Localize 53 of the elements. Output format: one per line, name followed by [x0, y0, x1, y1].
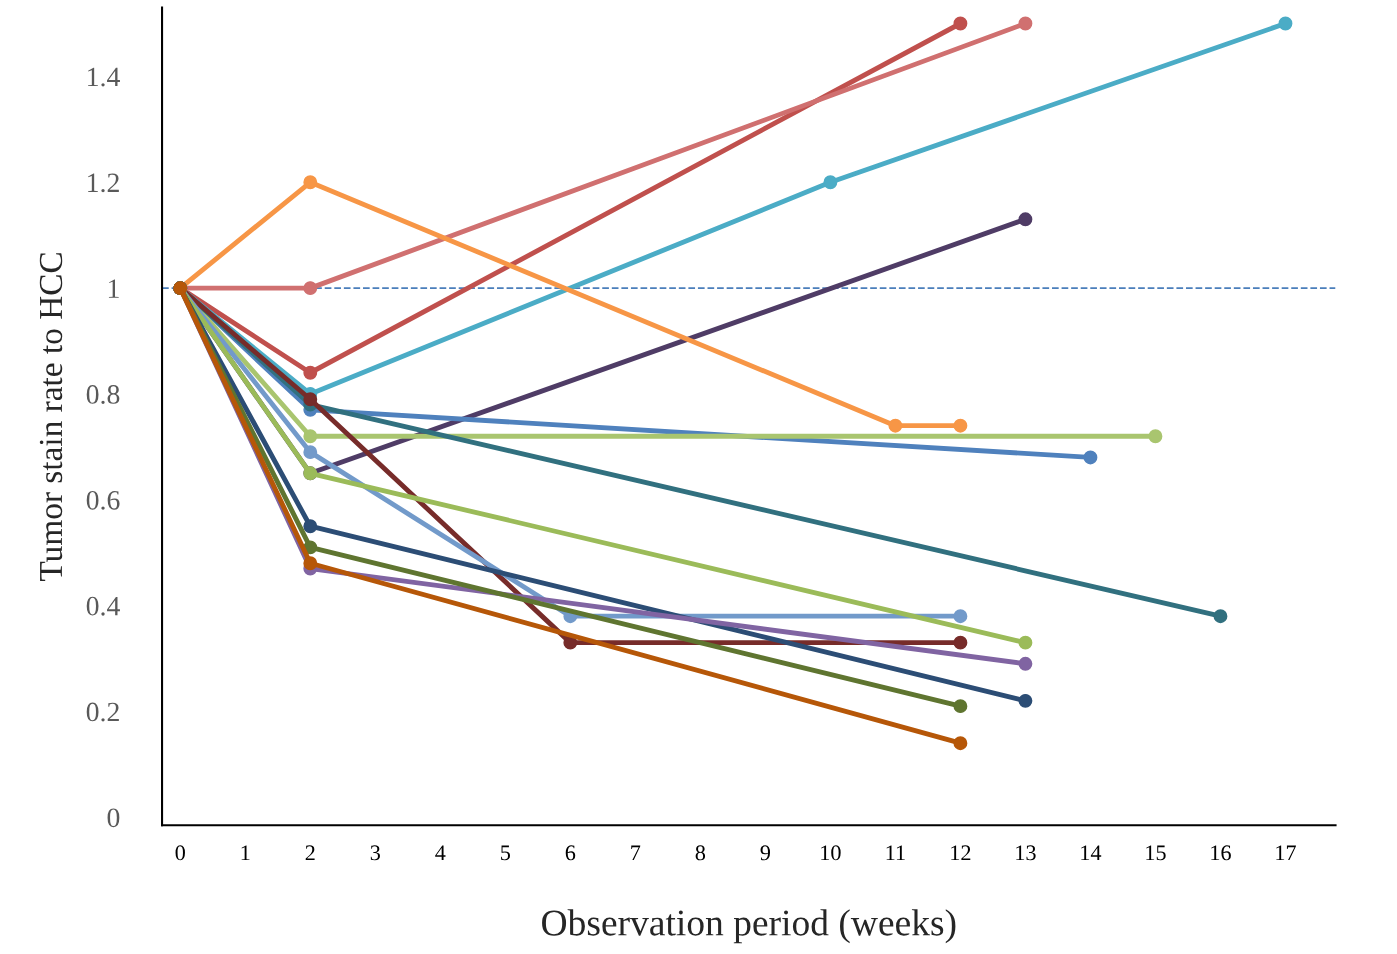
x-tick-label: 14 — [1081, 845, 1102, 861]
x-tick-label: 5 — [501, 845, 511, 861]
y-tick-label: 1 — [108, 279, 119, 298]
point — [1213, 609, 1228, 624]
point — [1018, 693, 1033, 708]
point — [1018, 16, 1033, 31]
x-tick-label: 9 — [760, 845, 771, 861]
point — [303, 429, 318, 444]
x-tick-label: 1 — [241, 845, 250, 861]
point — [303, 175, 318, 190]
y-axis-title: Tumor stain rate to HCC — [39, 253, 63, 581]
x-tick-label: 7 — [631, 845, 641, 861]
x-tick-label: 0 — [175, 845, 185, 861]
point — [1018, 635, 1033, 650]
point — [303, 556, 318, 571]
x-tick-label: 3 — [370, 845, 380, 861]
point — [1148, 429, 1163, 444]
x-tick-label: 2 — [305, 845, 315, 861]
point — [303, 365, 318, 380]
point — [953, 16, 968, 31]
x-axis-title: Observation period (weeks) — [542, 909, 956, 944]
y-tick-label: 1.2 — [88, 173, 119, 193]
point — [1018, 212, 1033, 227]
y-tick-label: 0.8 — [86, 385, 120, 404]
point — [953, 699, 968, 714]
x-tick-label: 11 — [886, 845, 905, 861]
x-tick-label: 8 — [695, 845, 706, 861]
point — [953, 418, 968, 433]
point — [953, 635, 968, 650]
x-tick-label: 12 — [951, 845, 971, 861]
x-tick-label: 15 — [1146, 845, 1166, 861]
x-tick-label: 4 — [435, 845, 446, 861]
x-tick-label: 17 — [1276, 845, 1296, 861]
point — [953, 736, 968, 751]
y-tick-label: 0.4 — [86, 596, 120, 616]
point — [303, 519, 318, 534]
y-tick-label: 0.2 — [86, 702, 119, 722]
point — [823, 175, 838, 190]
x-tick-label: 16 — [1211, 845, 1231, 861]
point — [303, 445, 318, 460]
point — [303, 392, 318, 407]
point — [1278, 16, 1293, 31]
x-tick-label: 6 — [565, 845, 576, 861]
y-tick-label: 1.4 — [88, 67, 120, 87]
x-tick-label: 13 — [1016, 845, 1036, 861]
point — [1083, 450, 1098, 465]
point — [1018, 656, 1033, 671]
point — [888, 418, 903, 433]
y-tick-label: 0 — [107, 808, 120, 828]
x-tick-label: 10 — [821, 845, 841, 861]
point — [953, 609, 968, 624]
y-tick-label: 0.6 — [86, 490, 120, 510]
point — [303, 281, 318, 296]
